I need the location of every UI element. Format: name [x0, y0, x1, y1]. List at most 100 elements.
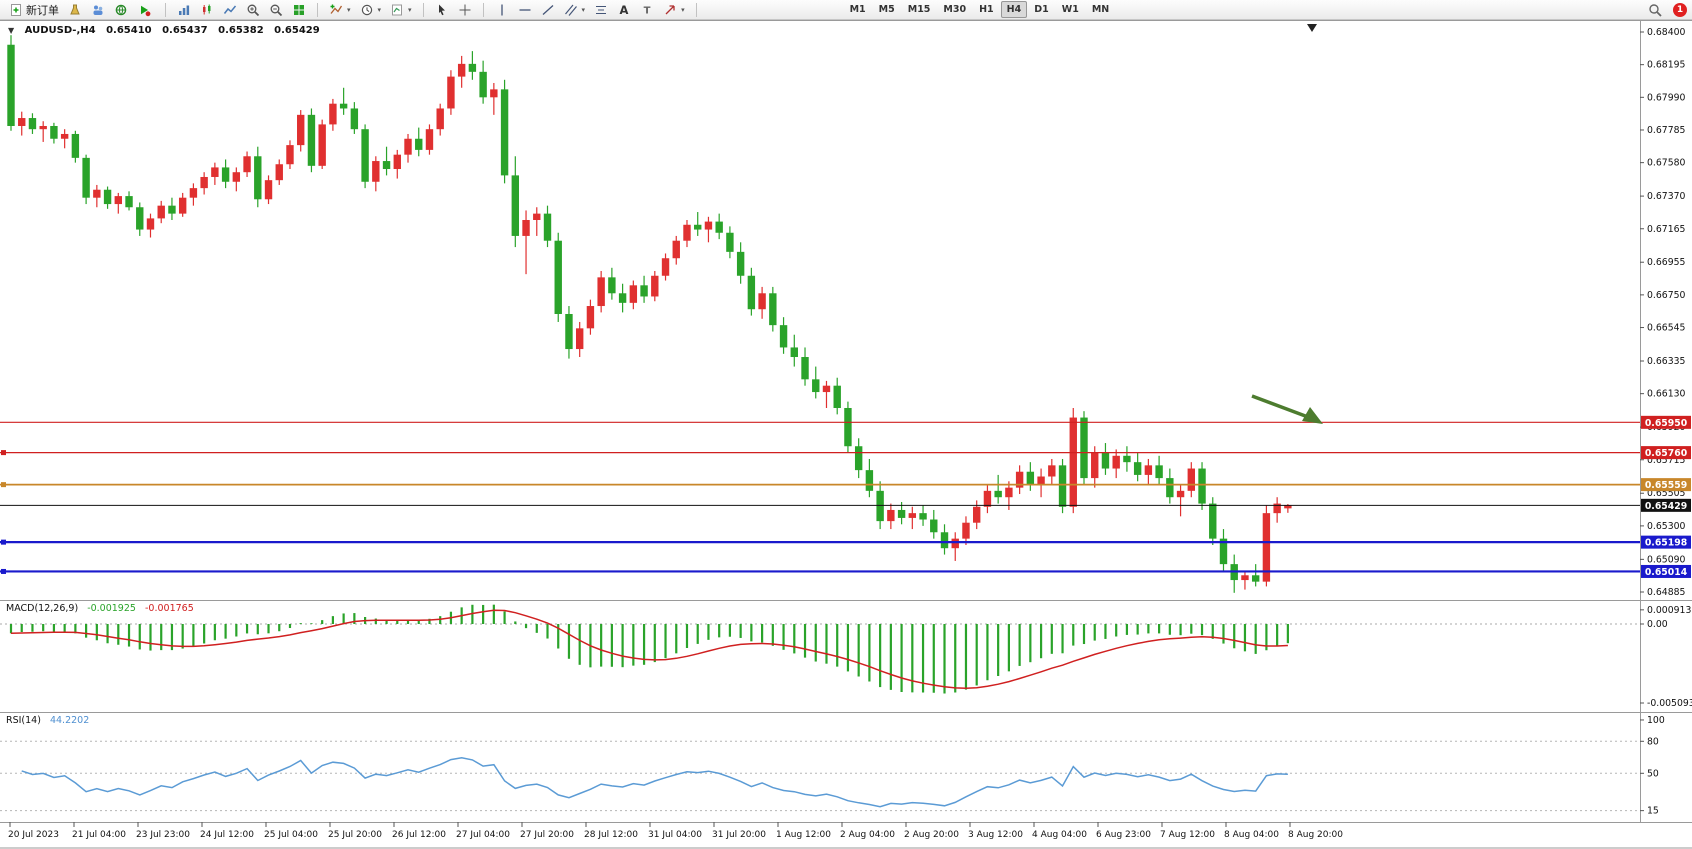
price-tag-0.65014[interactable]: 0.65014: [1641, 564, 1691, 578]
timeframe-button-W1[interactable]: W1: [1061, 4, 1079, 15]
candle: [962, 516, 970, 546]
price-tag-0.65559[interactable]: 0.65559: [1641, 478, 1691, 492]
candlestick-series[interactable]: [7, 35, 1292, 593]
chart-title-row: ▼ AUDUSD-,H4 0.65410 0.65437 0.65382 0.6…: [8, 25, 327, 36]
text-label-icon: T: [644, 5, 651, 16]
timeframe-button-H4[interactable]: H4: [1000, 1, 1028, 18]
time-axis-label: 31 Jul 20:00: [712, 830, 766, 840]
ohlc-high: 0.65437: [162, 25, 208, 36]
time-axis-label: 27 Jul 20:00: [520, 830, 574, 840]
time-axis-label: 2 Aug 20:00: [904, 830, 959, 840]
candle: [71, 130, 80, 163]
candle: [329, 98, 337, 131]
new-order-button[interactable]: 新订单: [5, 1, 63, 19]
candle: [18, 111, 26, 136]
timeframe-button-M1[interactable]: M1: [849, 4, 866, 15]
notification-badge[interactable]: 1: [1673, 2, 1687, 17]
timeframe-button-M15[interactable]: M15: [907, 4, 931, 15]
timeframe-button-D1[interactable]: D1: [1034, 4, 1049, 15]
arrows-button[interactable]: ▾: [659, 1, 689, 19]
navigator-button[interactable]: [87, 1, 109, 19]
candle: [844, 401, 852, 453]
current-price-tag[interactable]: 0.65429: [1641, 498, 1691, 512]
candle: [1133, 452, 1142, 482]
auto-trading-button[interactable]: [133, 1, 158, 19]
timeframe-button-MN[interactable]: MN: [1091, 4, 1110, 15]
people-icon: [93, 5, 103, 15]
candle: [307, 108, 316, 173]
fibonacci-button[interactable]: [590, 1, 612, 19]
candlestick-chart-button[interactable]: [196, 1, 218, 19]
svg-text:0.65559: 0.65559: [1645, 480, 1687, 491]
price-axis-label: 0.66130: [1647, 389, 1686, 400]
line-handle[interactable]: [1, 450, 6, 456]
candle: [854, 438, 863, 479]
refresh-button[interactable]: [110, 1, 132, 19]
candle: [887, 503, 895, 530]
timeframe-button-M5[interactable]: M5: [878, 4, 895, 15]
price-tag-0.65198[interactable]: 0.65198: [1641, 535, 1691, 549]
trendline-button[interactable]: [537, 1, 559, 19]
candle: [608, 267, 616, 300]
cursor-button[interactable]: [431, 1, 453, 19]
tile-windows-button[interactable]: [288, 1, 310, 19]
candle: [93, 184, 101, 208]
channel-button[interactable]: ▾: [560, 1, 590, 19]
periods-button[interactable]: ▾: [356, 1, 386, 19]
price-tag-0.65950[interactable]: 0.65950: [1641, 415, 1691, 429]
candle: [1262, 505, 1271, 587]
candle: [125, 191, 133, 211]
macd-signal-value: -0.001765: [144, 603, 194, 614]
candle: [565, 306, 573, 359]
price-axis: 0.68400 0.68195 0.67990 0.67785 0.67580 0.673…: [1640, 27, 1686, 598]
candle: [1101, 443, 1110, 475]
candle: [726, 226, 734, 259]
templates-button[interactable]: ▾: [386, 1, 416, 19]
timeframe-button-H1[interactable]: H1: [979, 4, 994, 15]
text-label-button[interactable]: T: [636, 1, 658, 19]
candle: [790, 334, 798, 367]
candle: [1251, 564, 1260, 587]
arrow-annotation[interactable]: [1251, 394, 1323, 424]
fibonacci-icon: [596, 5, 607, 14]
time-axis-label: 24 Jul 12:00: [200, 830, 254, 840]
candle: [1015, 465, 1024, 495]
line-chart-button[interactable]: [219, 1, 241, 19]
line-handle[interactable]: [1, 482, 6, 488]
timeframe-button-M30[interactable]: M30: [943, 4, 967, 15]
candle: [490, 82, 498, 115]
candle: [672, 235, 680, 265]
line-handle[interactable]: [1, 568, 6, 574]
zoom-out-button[interactable]: [265, 1, 287, 19]
candle: [1241, 570, 1249, 590]
data-window-button[interactable]: [64, 1, 86, 19]
chart-menu-icon[interactable]: ▼: [8, 26, 15, 35]
time-axis-label: 31 Jul 04:00: [648, 830, 702, 840]
clock-icon: [361, 4, 372, 15]
search-button[interactable]: [1644, 1, 1666, 19]
candle: [350, 102, 359, 134]
candle: [60, 129, 69, 149]
time-axis-label: 2 Aug 04:00: [840, 830, 895, 840]
line-handle[interactable]: [1, 539, 6, 545]
text-button[interactable]: A: [613, 1, 635, 19]
time-axis-label: 27 Jul 04:00: [456, 830, 510, 840]
candle: [50, 122, 58, 144]
candle: [500, 79, 509, 184]
candle: [651, 270, 659, 302]
crosshair-button[interactable]: [454, 1, 476, 19]
macd-axis-label: 0.00: [1647, 619, 1668, 630]
candle: [339, 87, 348, 115]
bar-chart-button[interactable]: [173, 1, 195, 19]
price-tag-0.65760[interactable]: 0.65760: [1641, 446, 1691, 460]
candle: [136, 202, 144, 236]
time-axis-label: 20 Jul 2023: [8, 830, 59, 840]
vertical-line-button[interactable]: [491, 1, 513, 19]
indicators-button[interactable]: ▾: [325, 1, 355, 19]
candle: [618, 283, 627, 313]
candle: [361, 124, 369, 189]
candle: [286, 140, 294, 170]
zoom-in-button[interactable]: [242, 1, 264, 19]
horizontal-line-button[interactable]: [514, 1, 536, 19]
